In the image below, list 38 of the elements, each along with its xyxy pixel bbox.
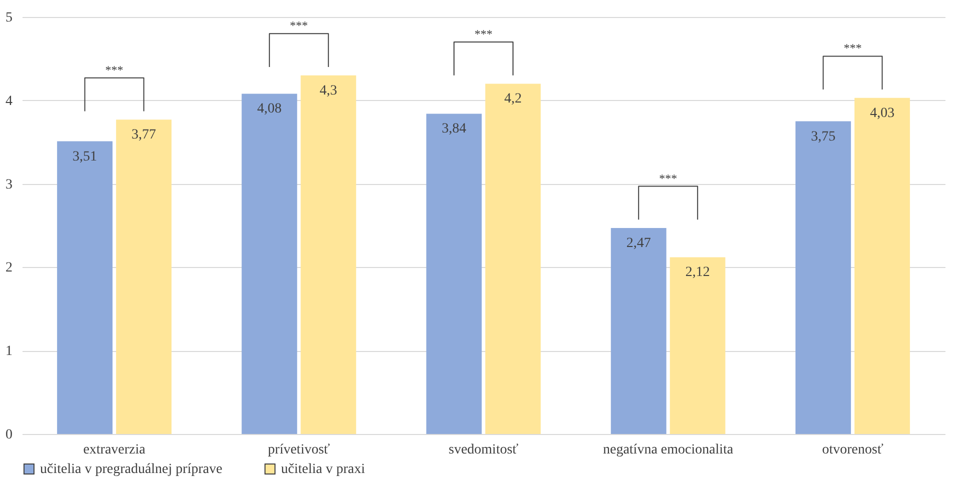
legend-label: učitelia v pregraduálnej príprave bbox=[40, 462, 222, 477]
bar bbox=[854, 98, 910, 434]
data-label: 2,12 bbox=[685, 265, 710, 280]
data-label: 3,77 bbox=[132, 128, 156, 143]
bar bbox=[426, 114, 482, 434]
data-label: 3,75 bbox=[810, 129, 836, 144]
y-tick-label: 3 bbox=[6, 177, 12, 192]
annotation: *** bbox=[844, 41, 862, 56]
y-tick-label: 4 bbox=[6, 94, 12, 109]
legend-label: učitelia v praxi bbox=[281, 462, 366, 477]
y-tick-label: 5 bbox=[6, 10, 12, 26]
data-label: 4,3 bbox=[320, 83, 338, 98]
x-tick-label: extraverzia bbox=[83, 442, 146, 458]
data-label: 4,08 bbox=[257, 102, 282, 117]
y-tick-label: 2 bbox=[6, 260, 12, 276]
y-tick-label: 1 bbox=[6, 344, 12, 360]
data-label: 2,47 bbox=[626, 236, 651, 251]
bar bbox=[116, 120, 172, 434]
bar bbox=[300, 75, 356, 434]
x-tick-label: negatívna emocionalita bbox=[602, 442, 734, 458]
bar bbox=[795, 121, 851, 434]
bar bbox=[610, 228, 666, 434]
x-tick-label: svedomitosť bbox=[448, 442, 518, 458]
annotation: *** bbox=[105, 62, 124, 77]
bar bbox=[242, 94, 298, 434]
data-label: 4,2 bbox=[504, 92, 522, 107]
annotation: *** bbox=[659, 171, 678, 186]
data-label: 4,03 bbox=[870, 106, 894, 121]
data-label: 3,84 bbox=[442, 122, 466, 137]
bar bbox=[57, 141, 113, 434]
bar bbox=[670, 257, 726, 434]
x-tick-label: prívetivosť bbox=[268, 442, 330, 458]
x-tick-label: otvorenosť bbox=[822, 442, 884, 458]
bar bbox=[485, 84, 541, 434]
annotation: *** bbox=[474, 27, 492, 42]
annotation: *** bbox=[290, 18, 308, 33]
y-tick-label: 0 bbox=[6, 428, 12, 442]
data-label: 3,51 bbox=[72, 149, 98, 164]
